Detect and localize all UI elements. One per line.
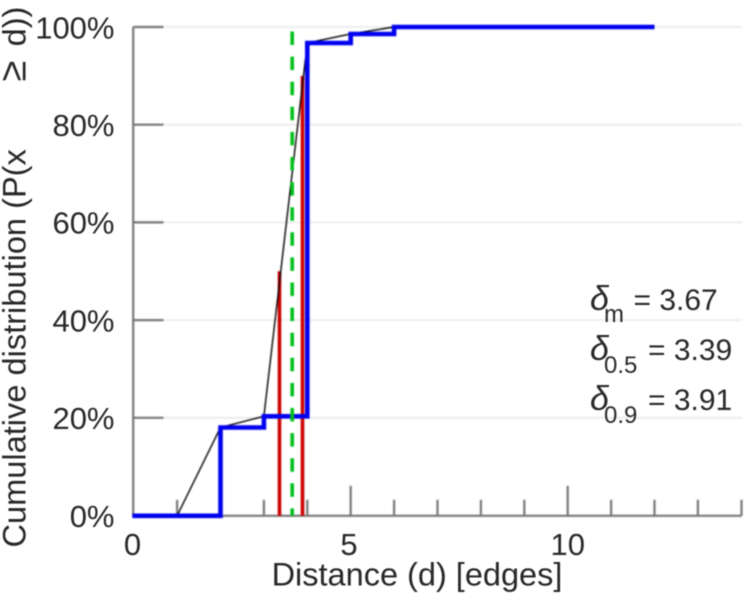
svg-text:0: 0 <box>124 527 141 562</box>
svg-text:= 3.39: = 3.39 <box>648 334 732 367</box>
svg-text:δ: δ <box>590 330 610 368</box>
svg-text:= 3.91: = 3.91 <box>648 384 732 417</box>
svg-text:0.5: 0.5 <box>604 352 637 379</box>
svg-text:0.9: 0.9 <box>604 402 637 429</box>
svg-text:0%: 0% <box>70 499 115 534</box>
svg-text:80%: 80% <box>52 108 114 143</box>
svg-text:Distance (d) [edges]: Distance (d) [edges] <box>272 557 563 593</box>
svg-text:10: 10 <box>550 527 584 562</box>
svg-text:m: m <box>604 301 624 328</box>
svg-text:60%: 60% <box>52 206 114 241</box>
svg-text:5: 5 <box>340 527 357 562</box>
svg-text:20%: 20% <box>52 401 114 436</box>
svg-text:δ: δ <box>590 280 610 318</box>
svg-text:δ: δ <box>590 380 610 418</box>
svg-text:100%: 100% <box>35 10 114 45</box>
svg-text:40%: 40% <box>52 303 114 338</box>
svg-text:= 3.67: = 3.67 <box>634 284 718 317</box>
